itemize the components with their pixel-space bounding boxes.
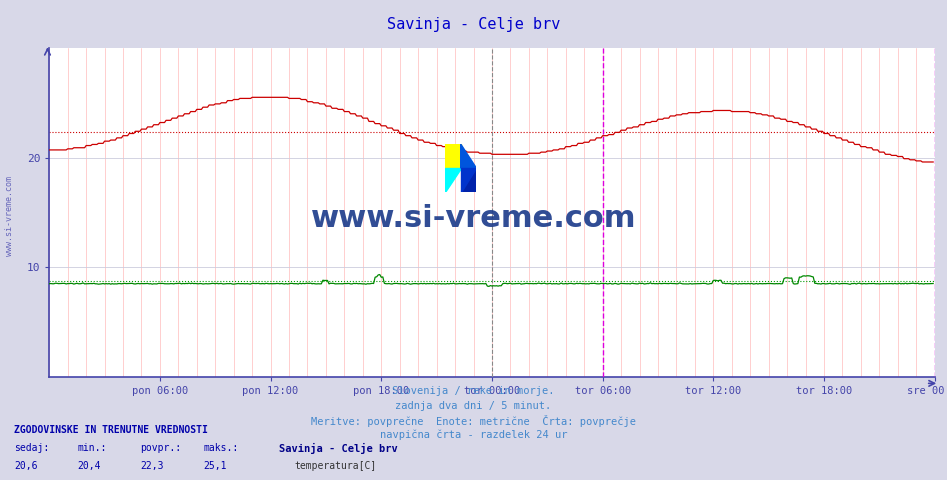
Text: navpična črta - razdelek 24 ur: navpična črta - razdelek 24 ur xyxy=(380,430,567,440)
Text: zadnja dva dni / 5 minut.: zadnja dva dni / 5 minut. xyxy=(396,401,551,411)
Text: www.si-vreme.com: www.si-vreme.com xyxy=(311,204,636,233)
Bar xyxy=(445,144,460,168)
Polygon shape xyxy=(460,168,476,192)
Text: Meritve: povprečne  Enote: metrične  Črta: povprečje: Meritve: povprečne Enote: metrične Črta:… xyxy=(311,415,636,427)
Polygon shape xyxy=(460,168,476,192)
Text: www.si-vreme.com: www.si-vreme.com xyxy=(5,176,14,256)
Text: 25,1: 25,1 xyxy=(204,461,227,471)
Text: Slovenija / reke in morje.: Slovenija / reke in morje. xyxy=(392,386,555,396)
Polygon shape xyxy=(445,168,460,192)
Text: 20,6: 20,6 xyxy=(14,461,38,471)
Text: maks.:: maks.: xyxy=(204,443,239,453)
Text: 20,4: 20,4 xyxy=(78,461,101,471)
Text: Savinja - Celje brv: Savinja - Celje brv xyxy=(386,17,561,32)
Text: min.:: min.: xyxy=(78,443,107,453)
Text: 22,3: 22,3 xyxy=(140,461,164,471)
Text: temperatura[C]: temperatura[C] xyxy=(295,461,377,471)
Polygon shape xyxy=(460,144,476,168)
Text: sedaj:: sedaj: xyxy=(14,443,49,453)
Text: ZGODOVINSKE IN TRENUTNE VREDNOSTI: ZGODOVINSKE IN TRENUTNE VREDNOSTI xyxy=(14,425,208,435)
Text: Savinja - Celje brv: Savinja - Celje brv xyxy=(279,443,398,454)
Text: povpr.:: povpr.: xyxy=(140,443,181,453)
